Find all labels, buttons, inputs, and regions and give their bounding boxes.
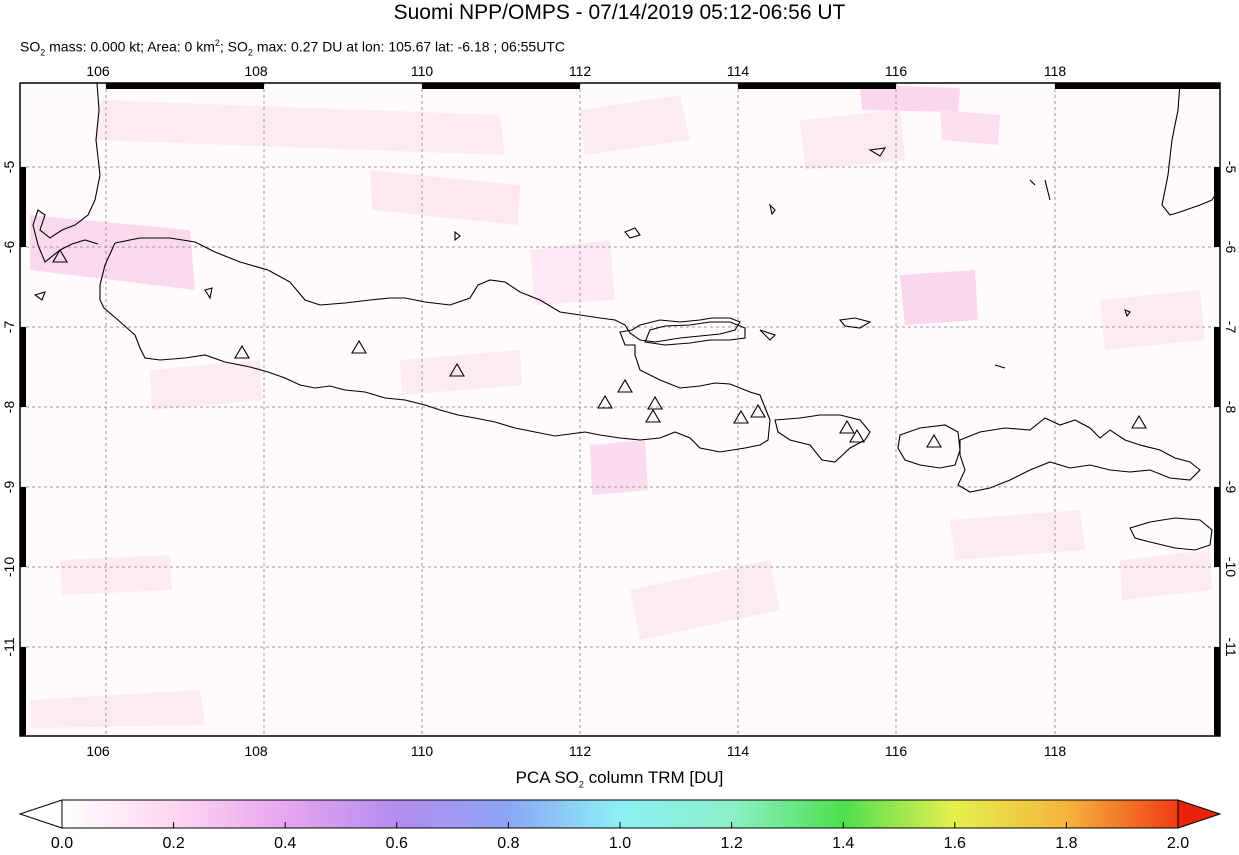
svg-text:-10: -10 [1, 557, 17, 577]
svg-text:106: 106 [86, 743, 110, 759]
svg-text:108: 108 [244, 743, 268, 759]
svg-text:-9: -9 [1223, 481, 1239, 494]
svg-text:114: 114 [727, 743, 750, 759]
svg-text:-10: -10 [1223, 557, 1239, 577]
svg-text:-5: -5 [1223, 161, 1239, 174]
svg-text:-6: -6 [1, 241, 17, 254]
colorbar-label: 1.8 [1055, 835, 1078, 852]
colorbar-label: 0.0 [50, 835, 74, 852]
colorbar-label: 1.4 [832, 835, 855, 852]
lon-ticks-bottom: 106 108 110 112 114 116 118 [86, 743, 1066, 759]
colorbar-label: 1.2 [720, 835, 743, 852]
svg-text:-9: -9 [1, 481, 17, 494]
svg-text:110: 110 [411, 63, 434, 79]
svg-text:-5: -5 [1, 161, 17, 174]
svg-text:-11: -11 [1223, 637, 1239, 656]
coastlines [32, 82, 1219, 551]
svg-text:-6: -6 [1223, 241, 1239, 254]
graticule [20, 83, 1220, 736]
svg-text:-8: -8 [1, 401, 17, 414]
svg-text:116: 116 [885, 743, 908, 759]
map-subtitle: SO2 mass: 0.000 kt; Area: 0 km2; SO2 max… [20, 38, 565, 58]
colorbar-label: 0.6 [385, 835, 408, 852]
lat-ticks-right: -5 -6 -7 -8 -9 -10 -11 [1223, 161, 1239, 657]
colorbar-label: 1.0 [608, 835, 632, 852]
frame-scale-bars [20, 83, 1220, 736]
svg-text:-11: -11 [1, 637, 17, 656]
colorbar [18, 799, 1222, 829]
colorbar-label: 0.4 [274, 835, 297, 852]
svg-text:110: 110 [411, 743, 434, 759]
colorbar-min-arrow [18, 799, 63, 829]
volcano-markers [52, 248, 1147, 448]
svg-text:118: 118 [1044, 743, 1067, 759]
svg-text:112: 112 [569, 743, 592, 759]
svg-text:-7: -7 [1223, 321, 1239, 334]
lat-ticks-left: -5 -6 -7 -8 -9 -10 -11 [1, 161, 17, 657]
svg-text:116: 116 [885, 63, 908, 79]
colorbar-label: 1.6 [943, 835, 966, 852]
svg-text:112: 112 [569, 63, 592, 79]
lon-ticks-top: 106 108 110 112 114 116 118 [86, 63, 1066, 79]
colorbar-label: 0.2 [162, 835, 185, 852]
svg-text:106: 106 [86, 63, 110, 79]
map-area [20, 83, 1220, 736]
map-frame [19, 82, 1221, 737]
svg-text:-7: -7 [1, 321, 17, 334]
colorbar-label: 2.0 [1166, 835, 1190, 852]
colorbar-title: PCA SO2 column TRM [DU] [515, 768, 724, 790]
svg-text:114: 114 [727, 63, 750, 79]
svg-text:-8: -8 [1223, 401, 1239, 414]
svg-text:118: 118 [1044, 63, 1067, 79]
colorbar-label: 0.8 [497, 835, 520, 852]
so2-swath-patches [30, 85, 1212, 728]
svg-text:108: 108 [244, 63, 268, 79]
colorbar-max-arrow [1177, 799, 1222, 829]
map-title: Suomi NPP/OMPS - 07/14/2019 05:12-06:56 … [393, 1, 846, 24]
